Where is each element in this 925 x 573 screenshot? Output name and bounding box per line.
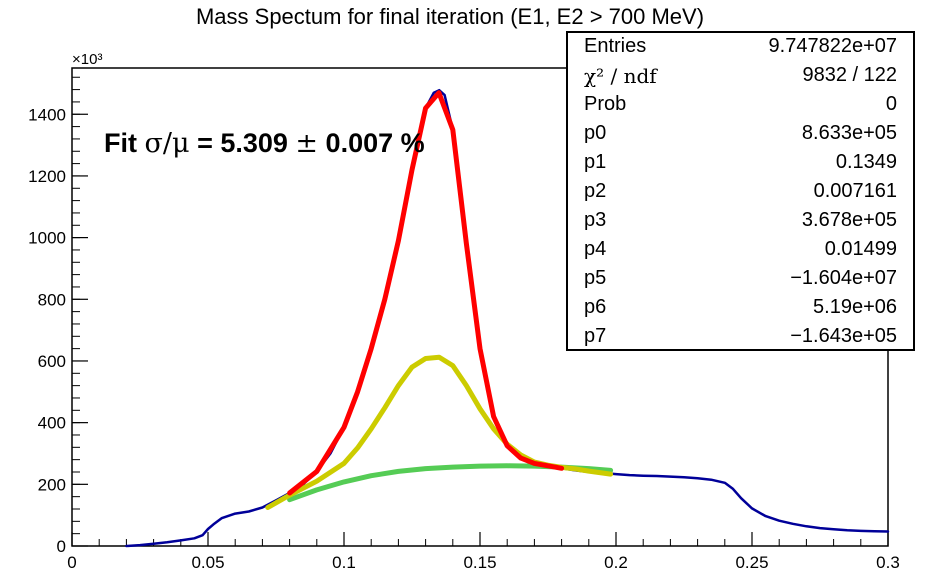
- axis-ticks: [71, 76, 889, 547]
- stats-row: p2 0.007161: [568, 178, 913, 207]
- stats-value: 0.01499: [824, 238, 897, 260]
- stats-value: 5.19e+06: [813, 296, 897, 318]
- stats-value: 8.633e+05: [801, 122, 897, 144]
- stats-key: p3: [584, 209, 607, 231]
- y-tick-label: 1200: [28, 167, 66, 186]
- stats-value: 0: [885, 93, 897, 115]
- stats-row: p5 −1.604e+07: [568, 265, 913, 294]
- stats-box: Entries 9.747822e+07 χ² / ndf 9832 / 122 Pro…: [566, 31, 915, 351]
- x-tick-label: 0.25: [735, 553, 768, 572]
- stats-value: −1.643e+05: [790, 325, 897, 347]
- stats-row: Entries 9.747822e+07: [568, 33, 913, 62]
- series-layer: [125, 88, 890, 548]
- stats-key: p6: [584, 296, 607, 318]
- stats-key: p0: [584, 122, 607, 144]
- stats-key: p2: [584, 180, 607, 202]
- y-tick-label: 800: [38, 290, 66, 309]
- stats-row: p4 0.01499: [568, 236, 913, 265]
- stats-row: p7 −1.643e+05: [568, 323, 913, 352]
- x-tick-label: 0: [67, 553, 76, 572]
- stats-value: 0.1349: [835, 151, 897, 173]
- stats-key: Entries: [584, 35, 647, 57]
- stats-row: Prob 0: [568, 91, 913, 120]
- stats-key: χ² / ndf: [584, 64, 657, 88]
- stats-row: p0 8.633e+05: [568, 120, 913, 149]
- axis-labels: 0 0.05 0.1 0.15 0.2 0.25 0.3 0 200 400 600 800 1000 1…: [28, 51, 900, 572]
- signal-plus-background-line: [265, 354, 614, 510]
- stats-value: 9832 / 122: [802, 64, 897, 86]
- y-tick-label: 600: [38, 352, 66, 371]
- fit-symbol: σ/μ: [144, 128, 190, 159]
- stats-value: 9.747822e+07: [768, 35, 897, 57]
- y-tick-label: 1400: [28, 105, 66, 124]
- fit-prefix: Fit: [104, 128, 145, 158]
- x-tick-label: 0.15: [463, 553, 496, 572]
- y-tick-label: 0: [57, 537, 66, 556]
- total-fit-line: [287, 90, 565, 496]
- stats-row: p6 5.19e+06: [568, 294, 913, 323]
- stats-value: 0.007161: [813, 180, 897, 202]
- y-tick-label: 200: [38, 475, 66, 494]
- background-line: [287, 463, 614, 503]
- y-multiplier-label: ×10³: [72, 51, 102, 68]
- x-tick-label: 0.05: [191, 553, 224, 572]
- stats-row: χ² / ndf 9832 / 122: [568, 62, 913, 91]
- y-tick-label: 1000: [28, 229, 66, 248]
- stats-value: −1.604e+07: [790, 267, 897, 289]
- fit-value: = 5.309: [189, 128, 296, 158]
- stats-key: p4: [584, 238, 607, 260]
- stats-key: p5: [584, 267, 607, 289]
- stats-value: 3.678e+05: [801, 209, 897, 231]
- fit-error: 0.007 %: [318, 128, 425, 158]
- y-tick-label: 400: [38, 414, 66, 433]
- stats-row: p1 0.1349: [568, 149, 913, 178]
- x-tick-label: 0.1: [332, 553, 356, 572]
- fit-pm: ±: [295, 128, 319, 159]
- stats-row: p3 3.678e+05: [568, 207, 913, 236]
- x-tick-label: 0.3: [876, 553, 900, 572]
- x-tick-label: 0.2: [604, 553, 628, 572]
- stats-key: p7: [584, 325, 607, 347]
- fit-annotation: Fit σ/μ = 5.309 ± 0.007 %: [104, 128, 425, 159]
- stats-key: p1: [584, 151, 607, 173]
- chart-title: Mass Spectum for final iteration (E1, E2…: [195, 4, 705, 29]
- stats-key: Prob: [584, 93, 627, 115]
